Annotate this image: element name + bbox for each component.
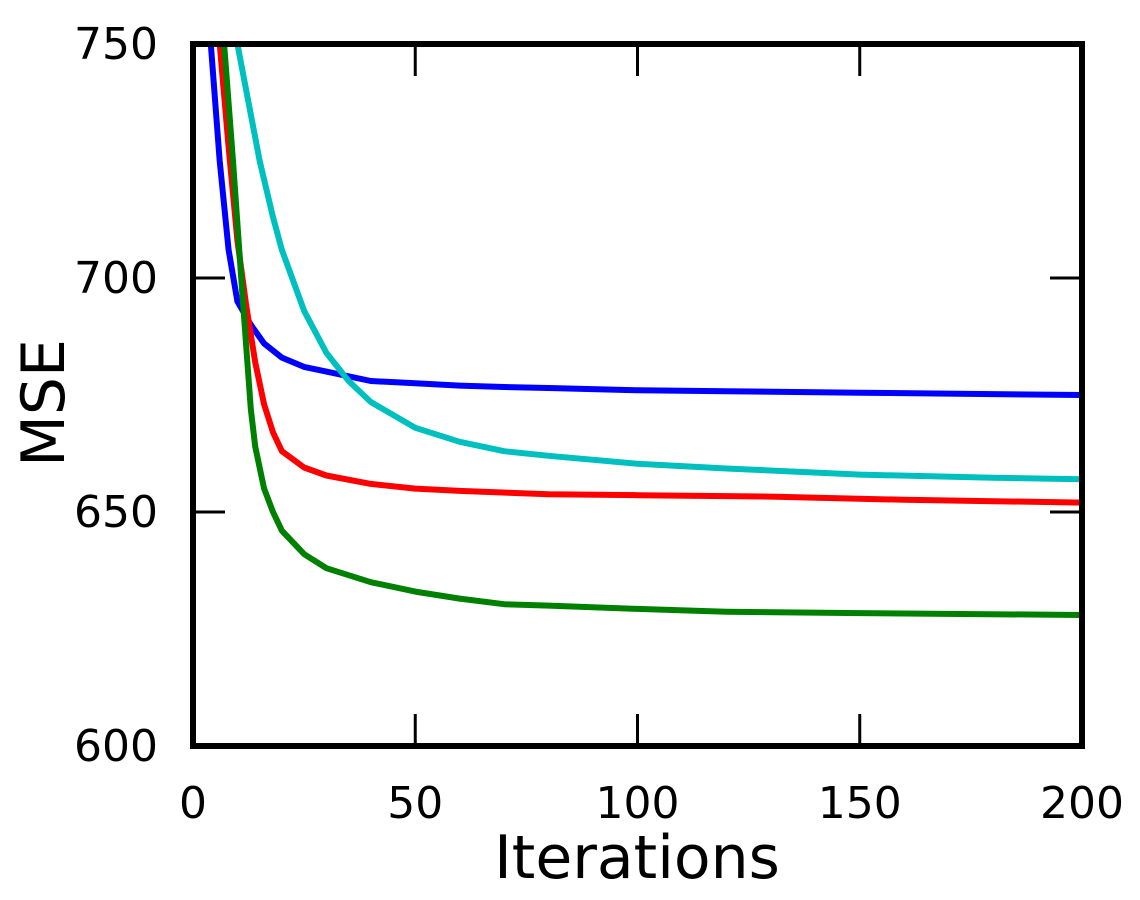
series-layer <box>207 44 1082 618</box>
y-axis-label: MSE <box>9 339 79 467</box>
x-tick-label: 200 <box>1040 778 1124 829</box>
x-tick-label: 50 <box>387 778 443 829</box>
series-line-1 <box>207 44 1082 398</box>
x-axis-label: Iterations <box>494 823 780 893</box>
plot-frame <box>190 41 1085 749</box>
y-tick-label: 750 <box>74 19 158 70</box>
y-tick-label: 650 <box>74 487 158 538</box>
series-line-4 <box>221 44 1082 618</box>
series-line-2 <box>234 44 1082 483</box>
x-tick-label: 0 <box>179 778 207 829</box>
x-tick-label: 100 <box>596 778 680 829</box>
x-tick-label: 150 <box>818 778 902 829</box>
y-tick-label: 600 <box>74 721 158 772</box>
y-tick-label: 700 <box>74 253 158 304</box>
tick-labels-layer: 0 50 100 150 200 600 650 700 750 <box>74 19 1124 829</box>
series-line-3 <box>216 44 1082 506</box>
